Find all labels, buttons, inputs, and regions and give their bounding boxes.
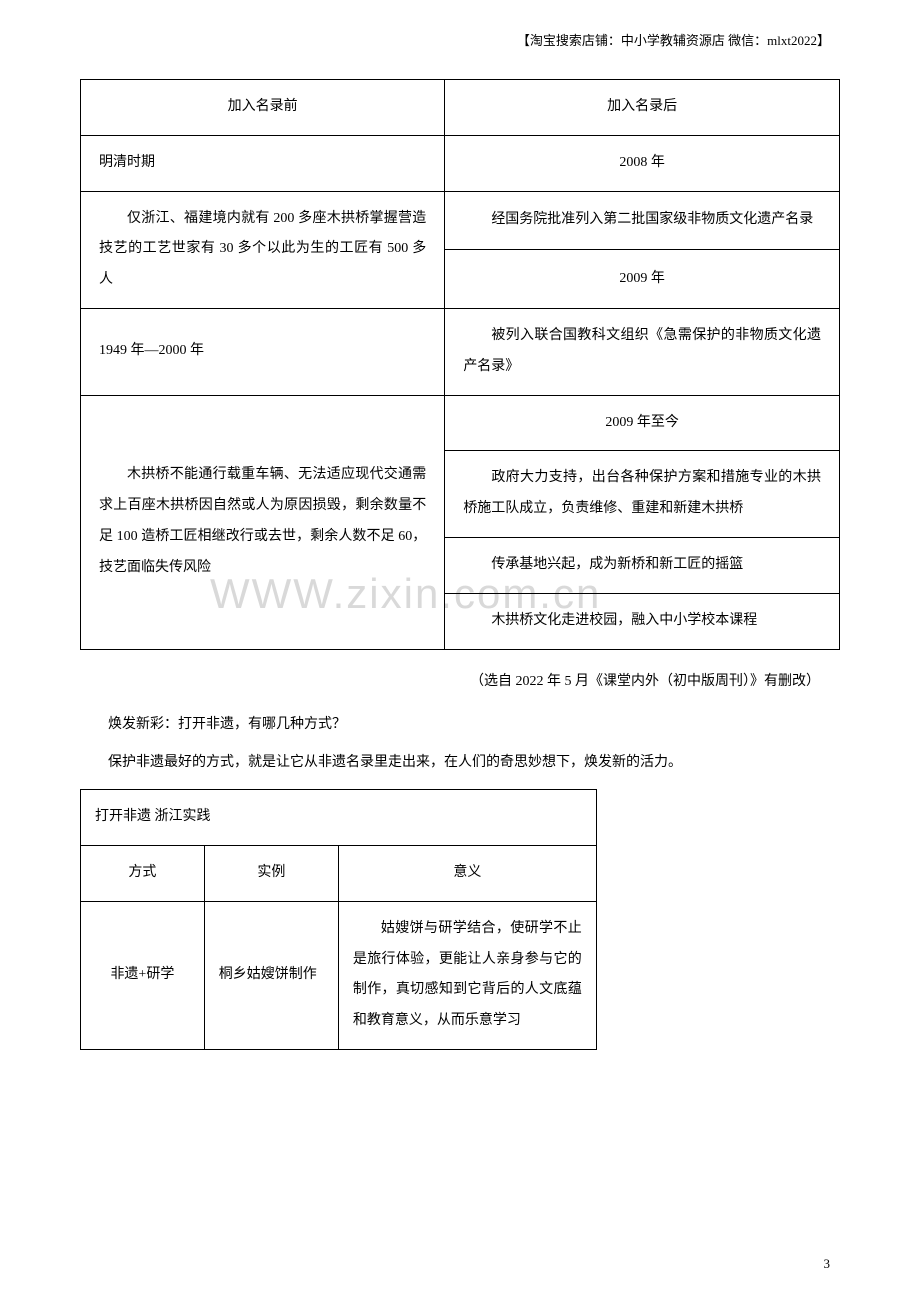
table-cell: 被列入联合国教科文组织《急需保护的非物质文化遗产名录》 (445, 308, 840, 395)
table-title: 打开非遗 浙江实践 (81, 790, 597, 846)
header-note: 【淘宝搜索店铺：中小学教辅资源店 微信：mlxt2022】 (80, 30, 840, 49)
page-number: 3 (824, 1256, 831, 1272)
table-cell: 木拱桥文化走进校园，融入中小学校本课程 (445, 593, 840, 649)
table-header: 方式 (81, 845, 205, 901)
table-cell: 姑嫂饼与研学结合，使研学不止是旅行体验，更能让人亲身参与它的制作，真切感知到它背… (338, 901, 596, 1049)
table-cell: 桐乡姑嫂饼制作 (204, 901, 338, 1049)
table-cell: 传承基地兴起，成为新桥和新工匠的摇篮 (445, 537, 840, 593)
table-cell: 政府大力支持，出台各种保护方案和措施专业的木拱桥施工队成立，负责维修、重建和新建… (445, 451, 840, 538)
table-cell: 非遗+研学 (81, 901, 205, 1049)
table-cell: 2009 年 (445, 250, 840, 309)
paragraph: 保护非遗最好的方式，就是让它从非遗名录里走出来，在人们的奇思妙想下，焕发新的活力… (80, 748, 840, 779)
table-header-right: 加入名录后 (445, 80, 840, 136)
table-cell: 木拱桥不能通行载重车辆、无法适应现代交通需求上百座木拱桥因自然或人为原因损毁，剩… (81, 395, 445, 649)
paragraph: 焕发新彩：打开非遗，有哪几种方式？ (80, 710, 840, 741)
table-cell: 1949 年—2000 年 (81, 308, 445, 395)
table-cell: 2009 年至今 (445, 395, 840, 451)
table-cell: 明清时期 (81, 135, 445, 191)
table-cell: 经国务院批准列入第二批国家级非物质文化遗产名录 (445, 191, 840, 250)
practice-table: 打开非遗 浙江实践 方式 实例 意义 非遗+研学 桐乡姑嫂饼制作 姑嫂饼与研学结… (80, 789, 597, 1050)
table-header-left: 加入名录前 (81, 80, 445, 136)
table-header: 意义 (338, 845, 596, 901)
source-citation: （选自 2022 年 5 月《课堂内外（初中版周刊）》有删改） (80, 670, 840, 690)
comparison-table: 加入名录前 加入名录后 明清时期 2008 年 仅浙江、福建境内就有 200 多… (80, 79, 840, 650)
table-cell: 2008 年 (445, 135, 840, 191)
table-cell: 仅浙江、福建境内就有 200 多座木拱桥掌握营造技艺的工艺世家有 30 多个以此… (81, 191, 445, 308)
table-header: 实例 (204, 845, 338, 901)
page-content: 【淘宝搜索店铺：中小学教辅资源店 微信：mlxt2022】 加入名录前 加入名录… (80, 30, 840, 1050)
